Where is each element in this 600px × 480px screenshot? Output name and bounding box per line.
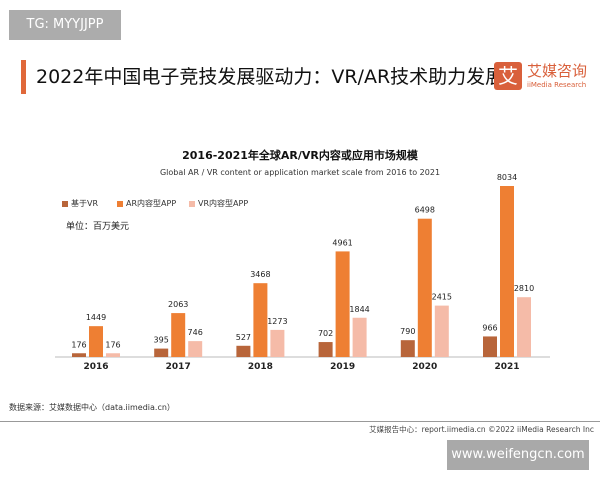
logo-english: iiMedia Research <box>527 81 587 89</box>
x-tick-label: 2021 <box>494 362 519 372</box>
x-tick-label: 2016 <box>83 362 108 372</box>
bar <box>89 326 103 357</box>
data-label: 702 <box>318 329 333 338</box>
bar <box>335 251 350 357</box>
bar <box>483 336 497 357</box>
data-label: 746 <box>188 328 203 337</box>
data-label: 2063 <box>168 300 188 309</box>
title-accent-bar <box>21 60 26 94</box>
data-label: 2415 <box>432 293 452 302</box>
legend-item: 基于VR <box>62 198 98 209</box>
bar <box>318 342 333 357</box>
legend-item: AR内容型APP <box>117 198 176 209</box>
footer-credit: 艾媒报告中心：report.iimedia.cn ©2022 iiMedia R… <box>369 425 594 434</box>
chart-subtitle: Global AR / VR content or application ma… <box>159 168 441 177</box>
watermark-top: TG: MYYJJPP <box>9 10 121 40</box>
watermark-bottom: www.weifengcn.com <box>447 440 589 470</box>
chart-title: 2016-2021年全球AR/VR内容或应用市场规模 <box>182 149 418 162</box>
bar <box>188 341 203 357</box>
x-tick-label: 2018 <box>248 362 273 372</box>
data-label: 1449 <box>86 313 106 322</box>
data-label: 790 <box>400 327 415 336</box>
data-label: 176 <box>105 340 120 349</box>
bar <box>400 340 415 357</box>
data-label: 4961 <box>332 238 352 247</box>
data-label: 395 <box>154 336 169 345</box>
unit-label: 单位：百万美元 <box>66 222 130 232</box>
legend-swatch <box>117 200 123 207</box>
bar <box>154 348 169 357</box>
x-tick-label: 2017 <box>166 362 191 372</box>
bar <box>517 297 531 357</box>
bar <box>72 353 86 357</box>
bar <box>253 283 268 357</box>
bar <box>352 317 367 357</box>
data-label: 176 <box>71 340 86 349</box>
bar <box>417 218 432 357</box>
divider <box>0 421 600 422</box>
bar <box>270 329 285 357</box>
logo-name: 艾媒咨询 <box>527 62 588 80</box>
data-source: 数据来源：艾媒数据中心（data.iimedia.cn） <box>9 403 175 412</box>
logo-icon: 艾 <box>494 62 522 90</box>
legend-swatch <box>62 200 68 207</box>
data-label: 2810 <box>514 284 534 293</box>
data-label: 1273 <box>267 317 287 326</box>
data-label: 3468 <box>250 270 270 279</box>
data-label: 1844 <box>349 305 369 314</box>
legend-label: 基于VR <box>71 199 99 208</box>
data-label: 6498 <box>415 206 435 215</box>
page-title: 2022年中国电子竞技发展驱动力：VR/AR技术助力发展 <box>36 66 505 88</box>
x-tick-label: 2020 <box>412 362 437 372</box>
bar <box>236 345 251 357</box>
bar <box>171 313 186 357</box>
legend-label: VR内容型APP <box>198 199 249 208</box>
data-label: 8034 <box>497 173 517 182</box>
bar <box>500 186 514 357</box>
data-label: 527 <box>236 333 251 342</box>
legend-label: AR内容型APP <box>126 199 177 208</box>
bar <box>434 305 449 357</box>
bar <box>106 353 120 357</box>
legend-swatch <box>189 200 195 207</box>
x-tick-label: 2019 <box>330 362 355 372</box>
legend-item: VR内容型APP <box>189 198 248 209</box>
data-label: 966 <box>482 323 497 332</box>
